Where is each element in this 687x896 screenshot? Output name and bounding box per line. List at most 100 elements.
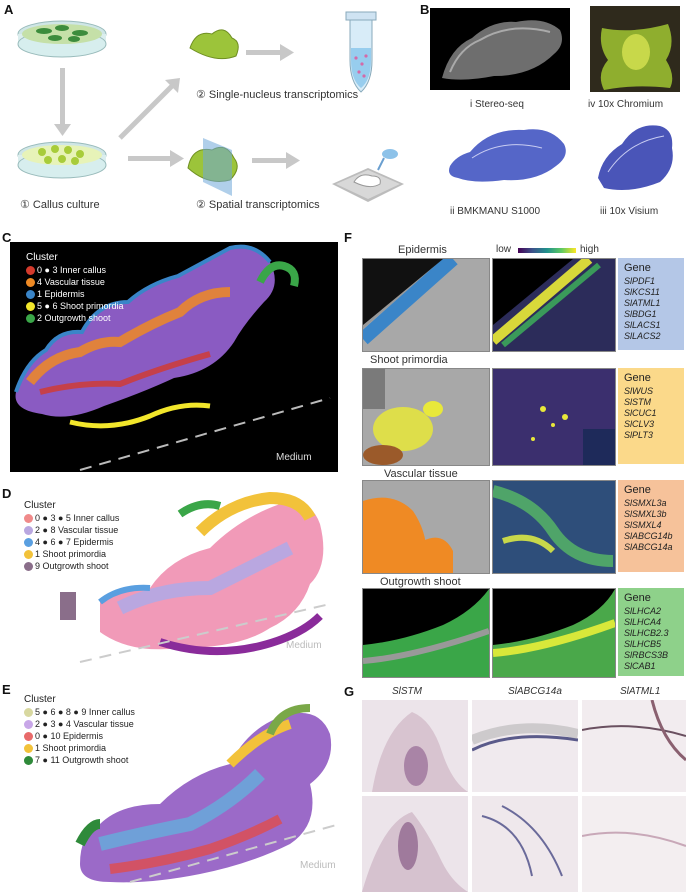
legend-label: 2 Outgrowth shoot (37, 313, 111, 323)
medium-label-c: Medium (276, 452, 312, 463)
gene-box-title: Gene (624, 592, 651, 604)
expression-tile (492, 480, 616, 574)
panel-c-legend: Cluster 0 ● 3 Inner callus 4 Vascular ti… (26, 252, 123, 325)
panel-label-a: A (4, 2, 14, 17)
gene-name: SlLHCB2.3 (624, 628, 669, 638)
ihc-image (472, 796, 578, 892)
gene-name: SlLHCB5 (624, 639, 662, 649)
panel-e-legend: Cluster 5 ● 6 ● 8 ● 9 Inner callus 2 ● 3… (24, 694, 135, 767)
expression-tile (492, 368, 616, 466)
legend-title: Cluster (24, 500, 56, 511)
spatial-chip-icon (332, 149, 404, 202)
legend-row: 4 Vascular tissue (26, 277, 123, 287)
gene-name: SlSMXL3b (624, 509, 667, 519)
legend-label: 4 ● 6 ● 7 Epidermis (35, 537, 114, 547)
gene-name: SlLACS1 (624, 320, 661, 330)
bmk-image (449, 129, 566, 182)
gene-name: SlSMXL3a (624, 498, 667, 508)
legend-row: 9 Outgrowth shoot (24, 561, 119, 571)
legend-row: 5 ● 6 Shoot primordia (26, 301, 123, 311)
gene-box: Gene SlWUS SlSTM SlCUC1 SlCLV3 SlPLT3 (618, 368, 684, 464)
colorbar (518, 248, 576, 253)
ihc-image (362, 700, 468, 792)
legend-label: 9 Outgrowth shoot (35, 561, 109, 571)
legend-label: 5 ● 6 ● 8 ● 9 Inner callus (35, 707, 135, 717)
ihc-image (582, 700, 686, 792)
legend-row: 7 ● 11 Outgrowth shoot (24, 755, 135, 765)
colorbar-high-label: high (580, 244, 599, 255)
ihc-col-label: SlABCG14a (508, 686, 562, 697)
gene-box-title: Gene (624, 484, 651, 496)
section-title: Outgrowth shoot (380, 576, 461, 588)
gene-name: SlCUC1 (624, 408, 657, 418)
legend-label: 1 Epidermis (37, 289, 85, 299)
gene-name: SlLACS2 (624, 331, 661, 341)
section-title: Shoot primordia (370, 354, 448, 366)
microtube-icon (345, 11, 377, 93)
panel-c-map (10, 242, 338, 472)
snuc-label: ② Single-nucleus transcriptomics (196, 89, 359, 101)
legend-row: 4 ● 6 ● 7 Epidermis (24, 537, 119, 547)
chromium-label: iv 10x Chromium (588, 99, 664, 110)
legend-row: 2 Outgrowth shoot (26, 313, 123, 323)
panel-label-b: B (420, 2, 430, 17)
gene-name: SlRBCS3B (624, 650, 669, 660)
gene-name: SlCLV3 (624, 419, 655, 429)
legend-label: 2 ● 8 Vascular tissue (35, 525, 119, 535)
gene-name: SlBDG1 (624, 309, 657, 319)
gene-box: Gene SlLHCA2 SlLHCA4 SlLHCB2.3 SlLHCB5 S… (618, 588, 684, 676)
legend-label: 0 ● 10 Epidermis (35, 731, 103, 741)
panel-a-graphics (17, 20, 300, 196)
legend-label: 4 Vascular tissue (37, 277, 105, 287)
ihc-image (582, 796, 686, 892)
legend-title: Cluster (26, 252, 58, 263)
stereo-label: i Stereo-seq (470, 99, 524, 110)
panel-label-g: G (344, 684, 355, 699)
bmk-label: ii BMKMANU S1000 (450, 206, 541, 217)
section-title: Vascular tissue (384, 468, 458, 480)
expression-tile (492, 258, 616, 352)
panel-label-f: F (344, 230, 352, 245)
legend-label: 5 ● 6 Shoot primordia (37, 301, 124, 311)
callus-label: ① Callus culture (20, 199, 100, 211)
ihc-image (472, 700, 578, 792)
gene-box-title: Gene (624, 262, 651, 274)
ihc-image (362, 796, 468, 892)
chromium-image (590, 6, 680, 92)
gene-name: SlWUS (624, 386, 653, 396)
panel-e-map (75, 704, 341, 883)
panel-label-d: D (2, 486, 12, 501)
gene-name: SlLHCA2 (624, 606, 662, 616)
cluster-tile (362, 588, 490, 678)
visium-label: iii 10x Visium (600, 206, 659, 217)
legend-row: 0 ● 3 ● 5 Inner callus (24, 513, 119, 523)
gene-box: Gene SlPDF1 SlKCS11 SlATML1 SlBDG1 SlLAC… (618, 258, 684, 350)
legend-label: 2 ● 3 ● 4 Vascular tissue (35, 719, 134, 729)
gene-box-title: Gene (624, 372, 651, 384)
legend-row: 1 Shoot primordia (24, 549, 119, 559)
legend-label: 7 ● 11 Outgrowth shoot (35, 755, 129, 765)
panel-d-legend: Cluster 0 ● 3 ● 5 Inner callus 2 ● 8 Vas… (24, 500, 119, 573)
spatial-label: ② Spatial transcriptomics (196, 199, 320, 211)
legend-row: 0 ● 3 Inner callus (26, 265, 123, 275)
legend-row: 1 Epidermis (26, 289, 123, 299)
gene-name: SlSMXL4 (624, 520, 662, 530)
panel-d-map (60, 492, 331, 663)
gene-name: SlABCG14b (624, 531, 673, 541)
cluster-tile (362, 258, 490, 352)
colorbar-low-label: low (496, 244, 512, 255)
stereo-seq-image (430, 8, 570, 90)
gene-box: Gene SlSMXL3a SlSMXL3b SlSMXL4 SlABCG14b… (618, 480, 684, 572)
gene-name: SlCAB1 (624, 661, 656, 671)
section-title: Epidermis (398, 244, 447, 256)
ihc-col-label: SlSTM (392, 686, 422, 697)
legend-label: 0 ● 3 Inner callus (37, 265, 106, 275)
cluster-tile (362, 480, 490, 574)
expression-tile (492, 588, 616, 678)
legend-label: 0 ● 3 ● 5 Inner callus (35, 513, 120, 523)
gene-name: SlATML1 (624, 298, 661, 308)
medium-label-e: Medium (300, 860, 336, 871)
visium-image (598, 125, 673, 190)
legend-label: 1 Shoot primordia (35, 549, 107, 559)
legend-row: 1 Shoot primordia (24, 743, 135, 753)
